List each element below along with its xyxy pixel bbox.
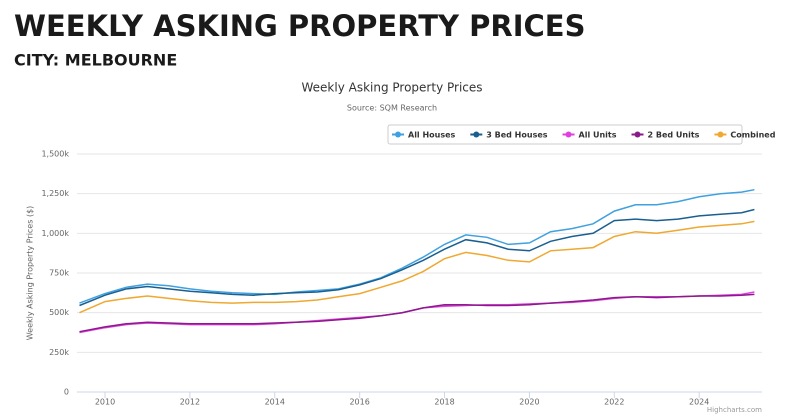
legend-item[interactable]: 3 Bed Houses <box>486 131 547 140</box>
y-tick-label: 1,000k <box>41 229 69 238</box>
y-tick-label: 0 <box>64 388 69 397</box>
x-tick-label: 2018 <box>434 398 454 407</box>
legend-marker <box>717 131 724 138</box>
chart-subtitle: Source: SQM Research <box>347 104 437 113</box>
x-tick-label: 2020 <box>519 398 539 407</box>
series-line <box>79 220 755 314</box>
series-line <box>79 293 755 333</box>
y-tick-label: 1,250k <box>41 189 69 198</box>
y-axis-label: Weekly Asking Property Prices ($) <box>26 206 35 341</box>
credit: Highcharts.com <box>707 406 762 414</box>
x-tick-label: 2016 <box>349 398 369 407</box>
x-tick-label: 2024 <box>689 398 709 407</box>
x-tick-label: 2010 <box>95 398 115 407</box>
x-tick-label: 2022 <box>604 398 624 407</box>
legend-item[interactable]: All Houses <box>408 131 456 140</box>
x-tick-label: 2012 <box>180 398 200 407</box>
y-tick-label: 750k <box>49 269 69 278</box>
series-line <box>79 188 755 304</box>
legend-item[interactable]: Combined <box>730 131 775 140</box>
legend-marker <box>473 131 480 138</box>
series-line <box>79 208 755 307</box>
page-subtitle: CITY: MELBOURNE <box>14 51 177 70</box>
chart-title: Weekly Asking Property Prices <box>301 81 482 95</box>
legend-marker <box>565 131 572 138</box>
page-title: WEEKLY ASKING PROPERTY PRICES <box>14 9 585 43</box>
y-tick-label: 1,500k <box>41 150 69 159</box>
legend-item[interactable]: All Units <box>579 131 617 140</box>
x-tick-label: 2014 <box>265 398 285 407</box>
legend-marker <box>634 131 641 138</box>
legend-item[interactable]: 2 Bed Units <box>648 131 700 140</box>
legend-marker <box>395 131 401 138</box>
y-tick-label: 500k <box>49 308 69 317</box>
y-tick-label: 250k <box>49 348 69 357</box>
